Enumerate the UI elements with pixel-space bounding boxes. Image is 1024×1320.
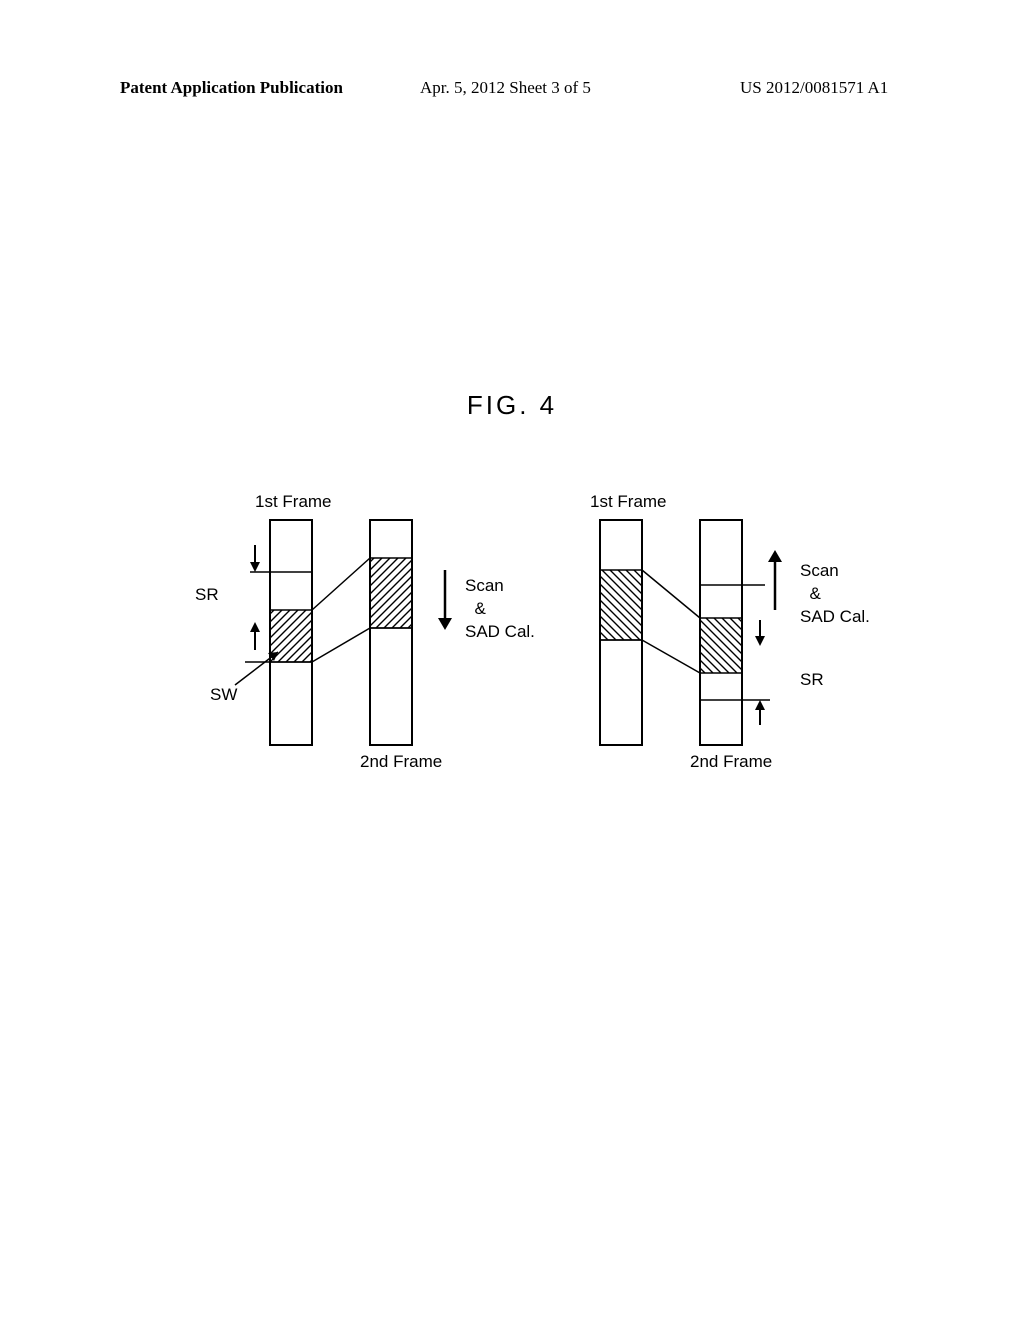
figure-title: FIG. 4 (0, 390, 1024, 421)
arrow-down-icon (250, 562, 260, 572)
arrow-up-icon (250, 622, 260, 632)
rect-frame2-left (370, 520, 412, 745)
hatch-rect3 (600, 570, 642, 640)
header-center: Apr. 5, 2012 Sheet 3 of 5 (420, 78, 591, 98)
header-left: Patent Application Publication (120, 78, 343, 98)
header-right: US 2012/0081571 A1 (740, 78, 888, 98)
scan-arrow-up-icon (768, 550, 782, 562)
scan-arrow-down-icon (438, 618, 452, 630)
diagram-svg (170, 490, 870, 790)
hatch-rect2 (370, 558, 412, 628)
figure-diagram: 1st Frame 1st Frame 2nd Frame 2nd Frame … (170, 490, 870, 830)
sw-hatch-right (700, 618, 742, 673)
